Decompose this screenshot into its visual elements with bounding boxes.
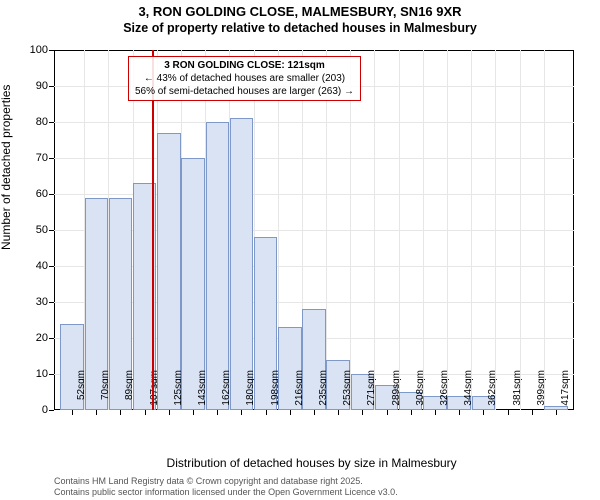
x-tick-mark [508,410,509,415]
x-tick-mark [387,410,388,415]
annotation-line: 56% of semi-detached houses are larger (… [135,85,354,98]
x-tick-label: 417sqm [560,368,571,414]
x-tick-mark [120,410,121,415]
y-tick-label: 60 [18,188,54,200]
chart-plot-area: 010203040506070809010052sqm70sqm89sqm107… [54,50,574,410]
x-tick-mark [435,410,436,415]
x-tick-mark [96,410,97,415]
x-tick-mark [556,410,557,415]
x-tick-mark [217,410,218,415]
histogram-bar [206,122,229,410]
x-tick-mark [362,410,363,415]
gridline-v [350,50,351,410]
gridline-v [374,50,375,410]
gridline-v [447,50,448,410]
annotation-line: ← 43% of detached houses are smaller (20… [135,72,354,85]
annotation-box: 3 RON GOLDING CLOSE: 121sqm← 43% of deta… [128,56,361,101]
x-tick-mark [241,410,242,415]
y-tick-label: 100 [18,44,54,56]
x-tick-mark [483,410,484,415]
x-tick-mark [169,410,170,415]
y-tick-label: 20 [18,332,54,344]
page-subtitle: Size of property relative to detached ho… [0,21,600,35]
gridline-v [326,50,327,410]
y-tick-label: 90 [18,80,54,92]
marker-line [152,50,154,410]
x-tick-mark [532,410,533,415]
annotation-title: 3 RON GOLDING CLOSE: 121sqm [135,59,354,72]
x-tick-mark [266,410,267,415]
y-tick-label: 70 [18,152,54,164]
histogram-bar [230,118,253,410]
footer: Contains HM Land Registry data © Crown c… [54,476,398,499]
gridline-v [495,50,496,410]
y-tick-label: 10 [18,368,54,380]
page-title: 3, RON GOLDING CLOSE, MALMESBURY, SN16 9… [0,4,600,19]
x-tick-label: 362sqm [487,368,498,414]
x-tick-mark [411,410,412,415]
gridline-v [423,50,424,410]
y-tick-label: 40 [18,260,54,272]
x-tick-label: 381sqm [512,368,523,414]
x-tick-mark [338,410,339,415]
y-tick-label: 80 [18,116,54,128]
y-tick-label: 50 [18,224,54,236]
x-tick-mark [290,410,291,415]
y-tick-label: 30 [18,296,54,308]
footer-line-2: Contains public sector information licen… [54,487,398,498]
x-tick-mark [193,410,194,415]
gridline-v [399,50,400,410]
y-tick-label: 0 [18,404,54,416]
x-tick-mark [314,410,315,415]
y-axis-label: Number of detached properties [0,85,13,250]
x-axis-label: Distribution of detached houses by size … [167,456,457,470]
gridline-v [471,50,472,410]
gridline-v [520,50,521,410]
gridline-v [544,50,545,410]
x-tick-mark [145,410,146,415]
footer-line-1: Contains HM Land Registry data © Crown c… [54,476,398,487]
x-tick-mark [72,410,73,415]
x-tick-mark [459,410,460,415]
